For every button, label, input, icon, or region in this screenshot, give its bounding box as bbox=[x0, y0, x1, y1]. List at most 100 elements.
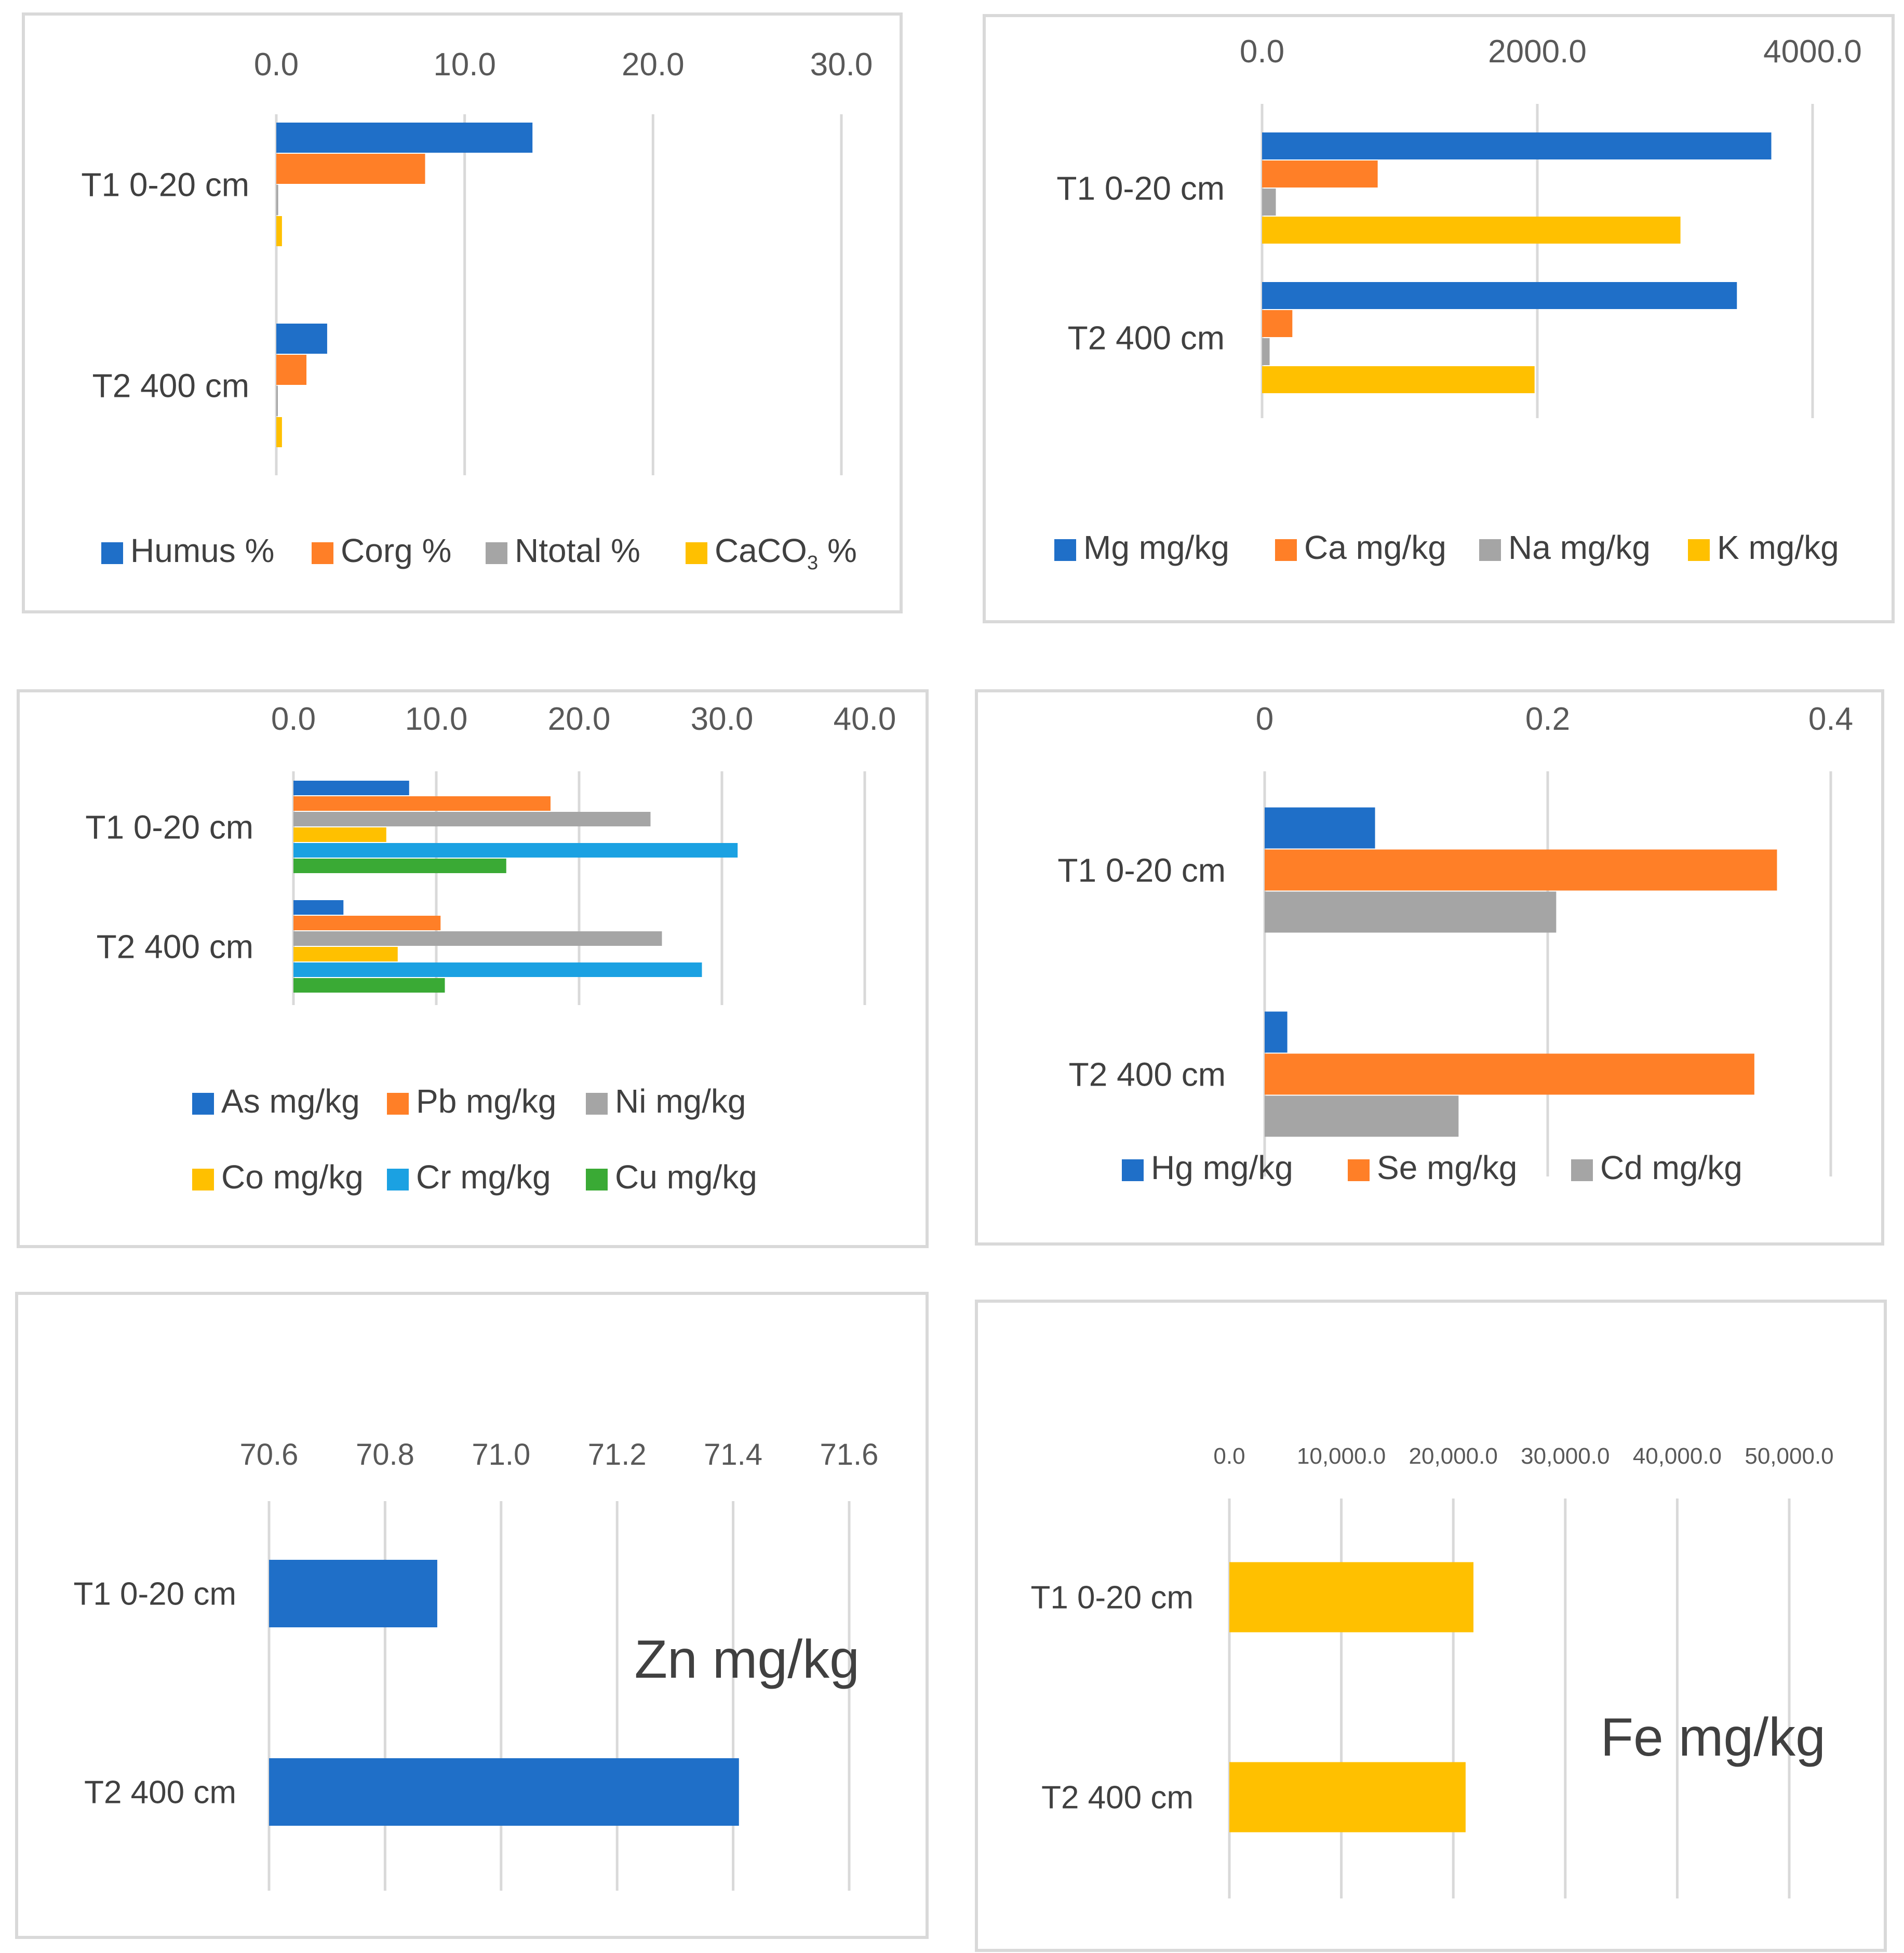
bar-humus-t1-0-20-cm bbox=[276, 123, 533, 153]
legend-label: Ntotal % bbox=[515, 532, 640, 569]
zinc-panel: 70.6 70.8 71.0 71.2 71.4 71.6 T1 0-20 cm T2 400… bbox=[15, 1292, 929, 1939]
category-label: T2 400 cm bbox=[1041, 1780, 1194, 1816]
legend-label: CaCO3 % bbox=[715, 532, 857, 574]
legend-label: K mg/kg bbox=[1717, 529, 1839, 566]
trace-elements-panel: 0 0.2 0.4 T1 0-20 cm T2 400 cm Hg mg/kg Se mg/… bbox=[975, 689, 1884, 1246]
legend-label: Na mg/kg bbox=[1508, 529, 1651, 566]
bar-caco3-t2-400-cm bbox=[276, 417, 282, 447]
bar-ni-mg-kg-t1-0-20-cm bbox=[293, 812, 651, 826]
legend-swatch bbox=[1122, 1159, 1144, 1181]
bar-co-mg-kg-t1-0-20-cm bbox=[293, 827, 386, 842]
bar-corg-t1-0-20-cm bbox=[276, 154, 425, 184]
x-tick-label: 0 bbox=[1256, 701, 1273, 737]
macro-elements-panel: 0.0 2000.0 4000.0 T1 0-20 cm T2 400 cm Mg mg/… bbox=[983, 14, 1895, 623]
legend-swatch bbox=[1054, 539, 1076, 561]
legend-swatch bbox=[101, 542, 123, 564]
x-tick-label: 0.2 bbox=[1525, 701, 1570, 737]
legend-swatch bbox=[486, 542, 507, 564]
category-label: T2 400 cm bbox=[1068, 319, 1225, 356]
bar-ca-mg-kg-t2-400-cm bbox=[1262, 310, 1293, 337]
x-tick-label: 40.0 bbox=[834, 701, 896, 737]
bar-na-mg-kg-t1-0-20-cm bbox=[1262, 189, 1276, 216]
legend-swatch bbox=[312, 542, 333, 564]
legend-label: Corg % bbox=[341, 532, 451, 569]
bar-pb-mg-kg-t2-400-cm bbox=[293, 916, 441, 930]
legend-label: Pb mg/kg bbox=[416, 1082, 556, 1120]
legend-label: As mg/kg bbox=[221, 1082, 360, 1120]
soil-organic-panel: 0.0 10.0 20.0 30.0 T1 0-20 cm T2 400 cm Humus … bbox=[22, 12, 903, 613]
x-tick-label: 70.6 bbox=[240, 1438, 299, 1472]
legend-item-pb-mg-kg: Pb mg/kg bbox=[387, 1082, 556, 1120]
bar-pb-mg-kg-t1-0-20-cm bbox=[293, 796, 551, 811]
legend-item-ni-mg-kg: Ni mg/kg bbox=[586, 1082, 746, 1120]
x-tick-label: 10,000.0 bbox=[1297, 1443, 1386, 1469]
bar-hg-mg-kg-t1-0-20-cm bbox=[1265, 807, 1375, 849]
bar-caco3-t1-0-20-cm bbox=[276, 216, 282, 246]
bar-cu-mg-kg-t2-400-cm bbox=[293, 978, 445, 993]
legend-label: Cu mg/kg bbox=[615, 1158, 757, 1196]
bar-mg-mg-kg-t2-400-cm bbox=[1262, 282, 1737, 309]
legend-label: Ca mg/kg bbox=[1304, 529, 1446, 566]
x-tick-label: 2000.0 bbox=[1488, 34, 1587, 70]
legend-swatch bbox=[192, 1169, 214, 1190]
legend-item-humus: Humus % bbox=[101, 532, 274, 569]
x-tick-label: 71.6 bbox=[820, 1438, 879, 1472]
category-label: T2 400 cm bbox=[97, 928, 253, 965]
bar-hg-mg-kg-t2-400-cm bbox=[1265, 1011, 1288, 1053]
legend-item-cd-mg-kg: Cd mg/kg bbox=[1571, 1149, 1742, 1186]
legend-item-ntotal: Ntotal % bbox=[486, 532, 640, 569]
legend-swatch bbox=[192, 1093, 214, 1115]
legend-item-cr-mg-kg: Cr mg/kg bbox=[387, 1158, 551, 1196]
legend-label: Mg mg/kg bbox=[1083, 529, 1229, 566]
category-label: T2 400 cm bbox=[1069, 1055, 1226, 1093]
x-tick-label: 20,000.0 bbox=[1409, 1443, 1498, 1469]
heavy-metals-panel: 0.0 10.0 20.0 30.0 40.0 T1 0-20 cm T2 400 cm As… bbox=[17, 689, 929, 1248]
bar-na-mg-kg-t2-400-cm bbox=[1262, 338, 1270, 365]
x-tick-label: 20.0 bbox=[548, 701, 611, 737]
legend-item-as-mg-kg: As mg/kg bbox=[192, 1082, 360, 1120]
legend-item-na-mg-kg: Na mg/kg bbox=[1479, 529, 1651, 566]
legend-swatch bbox=[1479, 539, 1501, 561]
legend-label: Ni mg/kg bbox=[615, 1082, 746, 1120]
legend-swatch bbox=[1348, 1159, 1370, 1181]
chart-title: Zn mg/kg bbox=[635, 1629, 860, 1690]
panel-frame bbox=[15, 1292, 929, 1939]
category-label: T1 0-20 cm bbox=[1057, 851, 1226, 889]
legend-item-corg: Corg % bbox=[312, 532, 451, 569]
x-tick-label: 0.0 bbox=[1213, 1443, 1245, 1469]
bar-cd-mg-kg-t2-400-cm bbox=[1265, 1095, 1459, 1137]
legend-label: Hg mg/kg bbox=[1151, 1149, 1293, 1186]
x-tick-label: 0.4 bbox=[1808, 701, 1853, 737]
legend-swatch bbox=[387, 1169, 409, 1190]
x-tick-label: 0.0 bbox=[271, 701, 316, 737]
x-tick-label: 71.0 bbox=[472, 1438, 530, 1472]
category-label: T1 0-20 cm bbox=[81, 166, 249, 203]
bar-co-mg-kg-t2-400-cm bbox=[293, 947, 398, 961]
panel-frame bbox=[983, 14, 1895, 623]
x-tick-label: 71.2 bbox=[588, 1438, 647, 1472]
category-label: T1 0-20 cm bbox=[73, 1576, 236, 1612]
bar-mg-mg-kg-t1-0-20-cm bbox=[1262, 132, 1772, 159]
x-tick-label: 0.0 bbox=[254, 47, 299, 83]
legend-swatch bbox=[1688, 539, 1710, 561]
bar-humus-t2-400-cm bbox=[276, 324, 327, 354]
panel-frame bbox=[22, 12, 903, 613]
x-tick-label: 0.0 bbox=[1240, 34, 1284, 70]
legend-label: Humus % bbox=[130, 532, 274, 569]
legend-swatch bbox=[387, 1093, 409, 1115]
bar-fe-mg-kg-t2-400-cm bbox=[1229, 1762, 1466, 1832]
bar-fe-mg-kg-t1-0-20-cm bbox=[1229, 1562, 1474, 1633]
category-label: T2 400 cm bbox=[92, 367, 249, 404]
legend-item-caco3: CaCO3 % bbox=[686, 532, 857, 574]
legend-item-co-mg-kg: Co mg/kg bbox=[192, 1158, 364, 1196]
bar-cu-mg-kg-t1-0-20-cm bbox=[293, 859, 506, 873]
legend-label: Se mg/kg bbox=[1377, 1149, 1517, 1186]
x-tick-label: 20.0 bbox=[622, 47, 685, 83]
legend-swatch bbox=[1571, 1159, 1593, 1181]
legend-item-se-mg-kg: Se mg/kg bbox=[1348, 1149, 1517, 1186]
legend-swatch bbox=[686, 542, 707, 564]
legend-label: Cd mg/kg bbox=[1600, 1149, 1742, 1186]
category-label: T1 0-20 cm bbox=[1056, 169, 1225, 207]
panel-frame bbox=[975, 689, 1884, 1246]
legend-item-cu-mg-kg: Cu mg/kg bbox=[586, 1158, 757, 1196]
